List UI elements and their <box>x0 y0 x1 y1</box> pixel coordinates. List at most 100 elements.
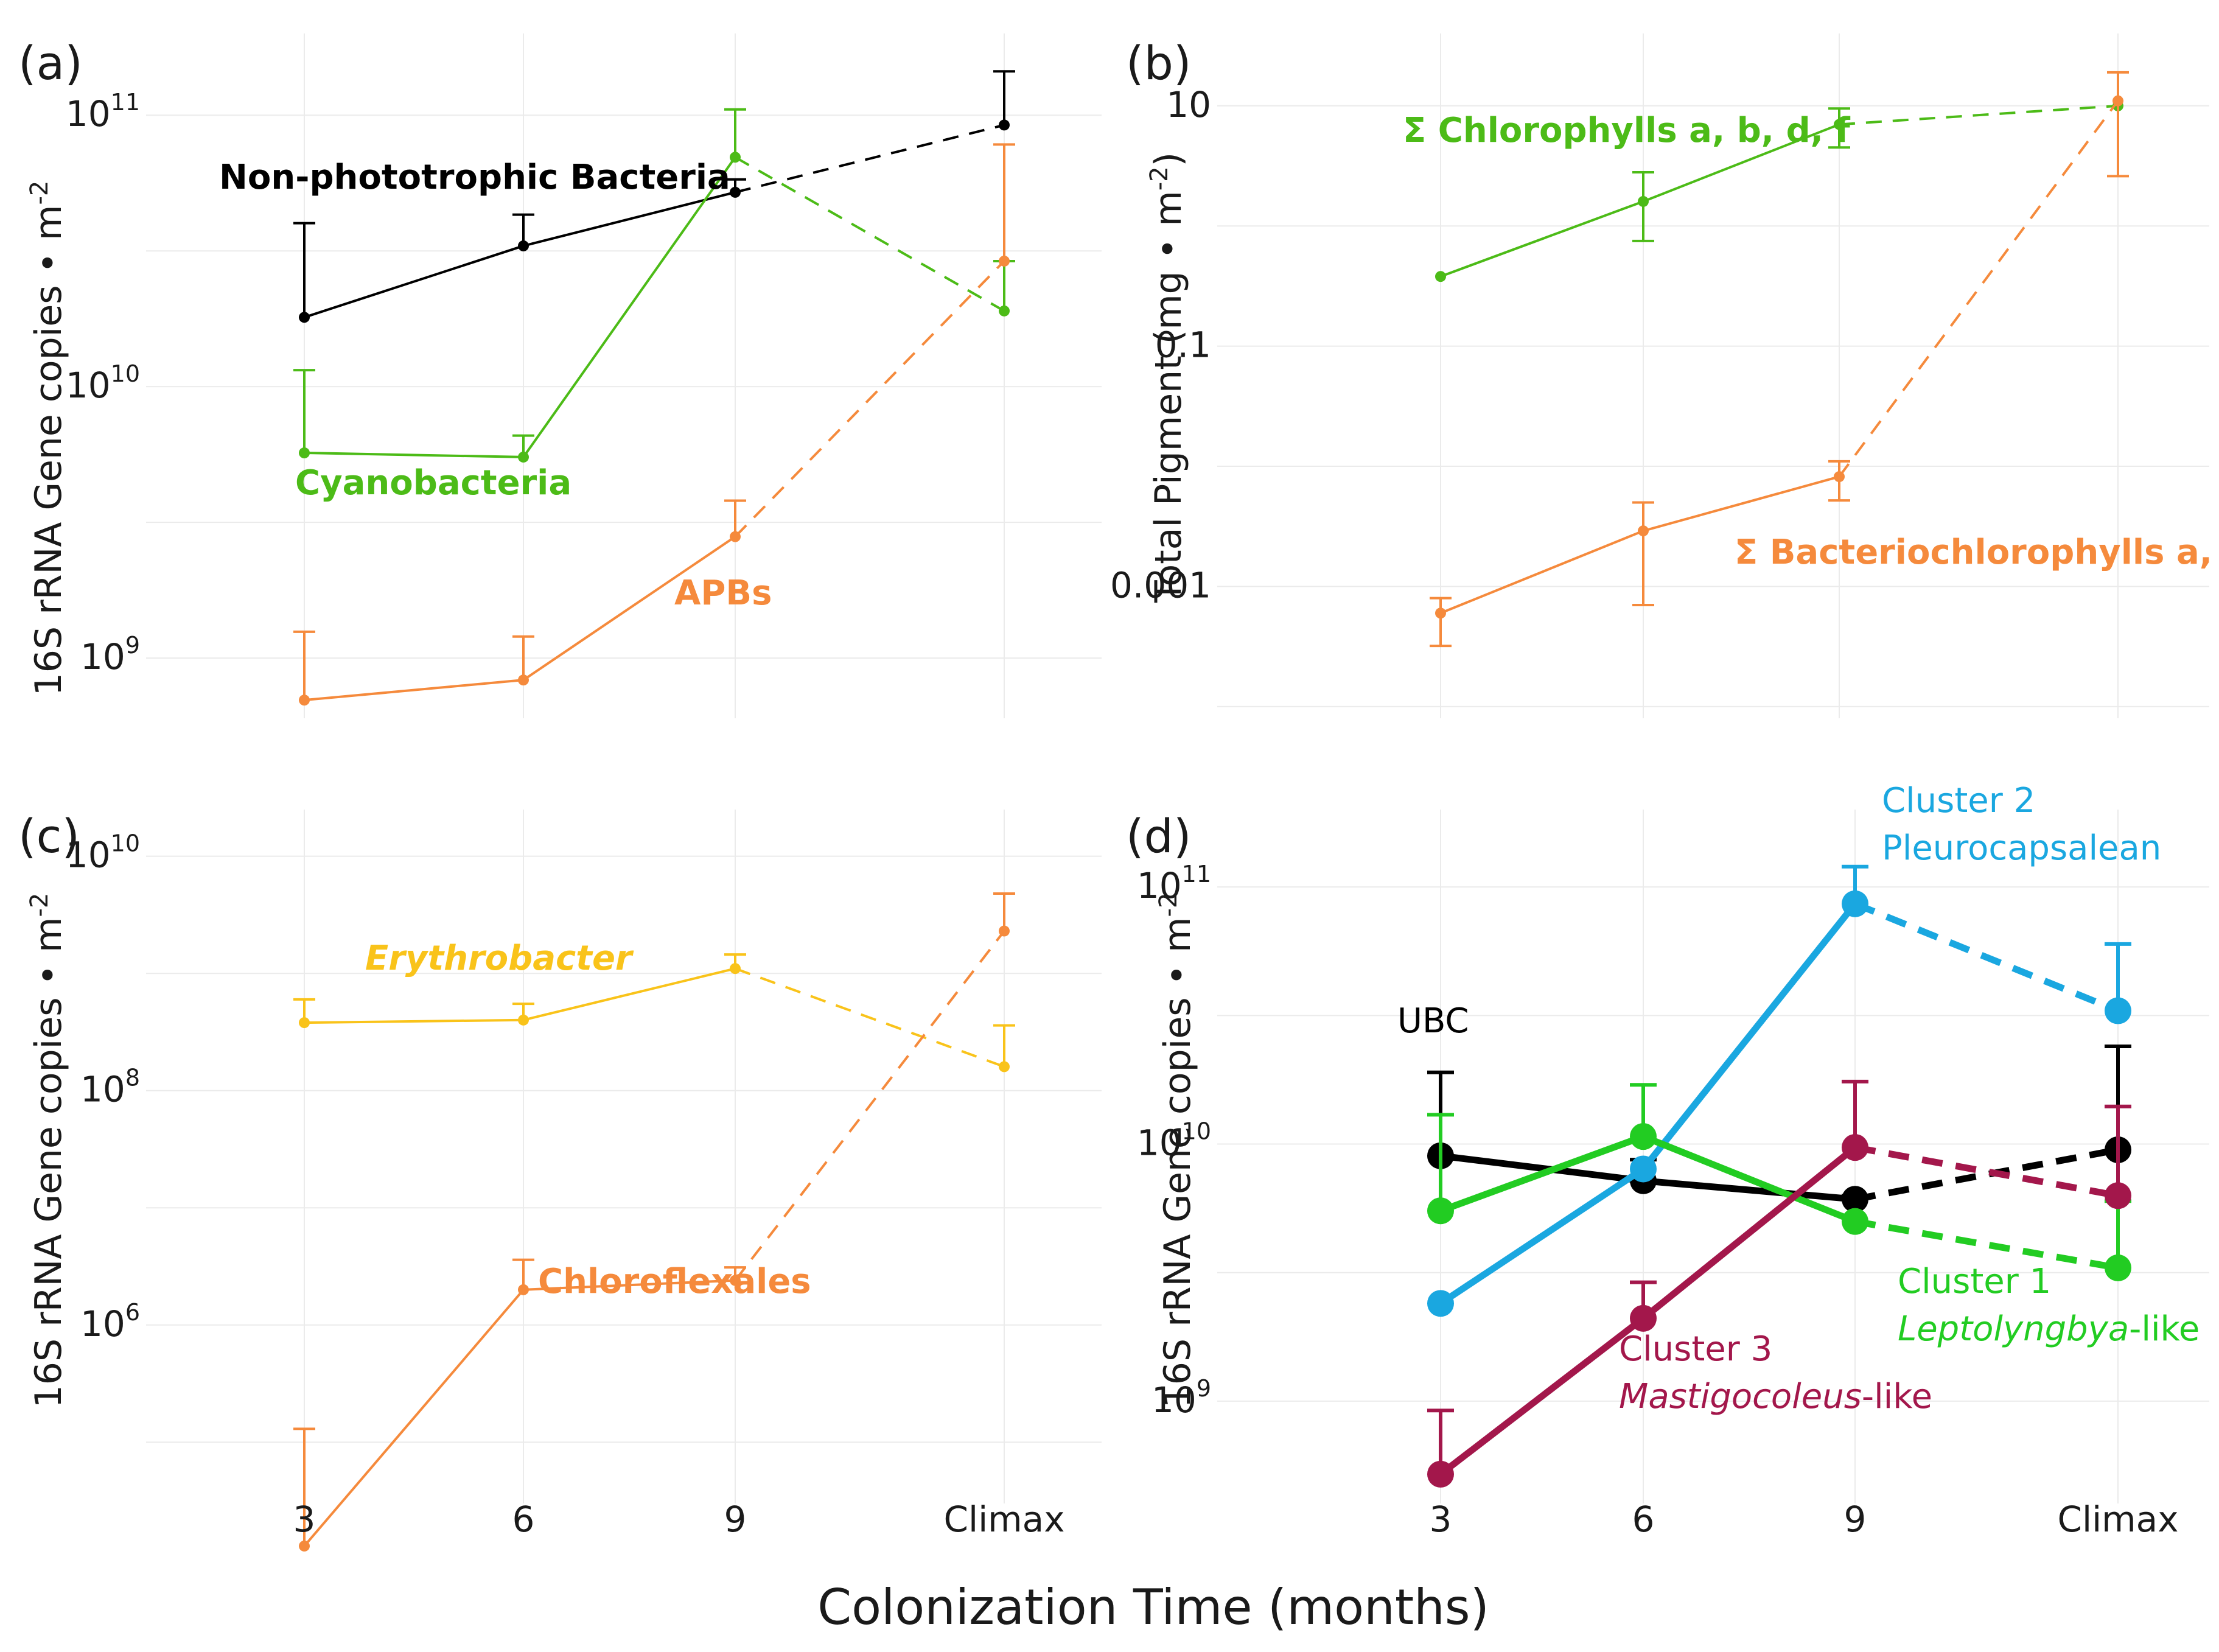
panel-d-cluster-1-leptolyngbya-like-series <box>1427 1083 2131 1281</box>
label-cluster2-line2: Pleurocapsalean <box>1882 828 2161 868</box>
panel-c-erythrobacter-point-2 <box>730 963 741 975</box>
panel-b-bacteriochlorophylls-a-c-point-3 <box>2112 95 2123 107</box>
panel-d-cluster-2-pleurocapsalean-series <box>1427 864 2131 1317</box>
panel-b-chlorophylls-a-b-d-f-point-1 <box>1638 195 1649 207</box>
panel-c-chloroflexales-point-3 <box>999 925 1010 937</box>
panel-c-plot: 106 108 1010 <box>66 810 1102 1552</box>
panel-b-y-axis-title: Total Pigment (mg • m-2) <box>1145 152 1190 603</box>
panel-b-chlorophylls-a-b-d-f-point-2 <box>1834 119 1845 130</box>
panel-a-y-tick-label-1: 1010 <box>66 360 140 406</box>
panel-c-erythrobacter-point-0 <box>299 1017 310 1029</box>
xticks-right-label-9: 9 <box>1844 1499 1867 1540</box>
panel-a-cyanobacteria-point-1 <box>518 451 529 463</box>
panel-letter-b: (b) <box>1126 36 1192 90</box>
panel-d-plot: 109 1010 1011 <box>1137 810 2209 1503</box>
label-bacteriochlorophylls: Σ Bacteriochlorophylls a, c <box>1735 533 2219 572</box>
label-chlorophylls: Σ Chlorophylls a, b, d, f <box>1403 111 1850 150</box>
label-non-phototrophic-bacteria: Non-phototrophic Bacteria <box>219 158 730 197</box>
xticks-left-label-climax: Climax <box>943 1499 1064 1540</box>
panel-letter-d: (d) <box>1126 809 1192 863</box>
panel-a-cyanobacteria-line-dashed <box>735 156 1005 312</box>
panel-d-cluster-3-mastigocoleus-like-point-3 <box>2105 1182 2131 1209</box>
panel-d-cluster-1-leptolyngbya-like-point-3 <box>2105 1254 2131 1281</box>
panel-c-y-tick-label-2: 1010 <box>66 830 140 876</box>
panel-d-cluster-3-mastigocoleus-like-series <box>1427 1079 2131 1488</box>
x-tick-labels-left: 3 6 9 Climax <box>293 1499 1065 1540</box>
panel-c-erythrobacter-series <box>293 953 1015 1073</box>
panel-d-cluster-1-leptolyngbya-like-point-2 <box>1842 1208 1868 1235</box>
x-tick-labels-right: 3 6 9 Climax <box>1430 1499 2179 1540</box>
panel-letter-a: (a) <box>18 36 83 90</box>
panel-c-erythrobacter-point-1 <box>518 1014 529 1026</box>
panel-c-erythrobacter-line-dashed <box>735 967 1005 1068</box>
xticks-right-label-6: 6 <box>1632 1499 1655 1540</box>
panel-c-chloroflexales-point-2 <box>730 1275 741 1286</box>
panel-b-bacteriochlorophylls-a-c-point-1 <box>1638 525 1649 537</box>
label-chloroflexales: Chloroflexales <box>538 1262 811 1301</box>
xticks-right-label-3: 3 <box>1430 1499 1452 1540</box>
panel-b-bacteriochlorophylls-a-c-point-0 <box>1435 607 1446 619</box>
panel-a-apbs-series <box>293 143 1015 706</box>
panel-b-bacteriochlorophylls-a-c-point-2 <box>1834 471 1845 483</box>
panel-c-y-tick-label-0: 106 <box>80 1299 140 1345</box>
panel-d-cluster-2-pleurocapsalean-point-3 <box>2105 997 2131 1024</box>
panel-d-y-tick-label-2: 1011 <box>1137 861 1211 906</box>
panel-a-y-tick-label-0: 109 <box>80 632 140 677</box>
panel-d-y-tick-label-0: 109 <box>1151 1375 1211 1421</box>
panel-b-plot: 0.001 0.1 10 <box>1110 33 2209 718</box>
xticks-right-label-climax: Climax <box>2057 1499 2178 1540</box>
panel-b-y-tick-label-1: 0.1 <box>1155 324 1211 366</box>
panel-a-apbs-point-0 <box>299 695 310 706</box>
label-ubc: UBC <box>1397 1001 1469 1041</box>
panel-c-erythrobacter-point-3 <box>999 1061 1010 1073</box>
panel-a-y-tick-label-2: 1011 <box>66 89 140 135</box>
panel-a-cyanobacteria-point-3 <box>999 305 1010 317</box>
panel-b-bacteriochlorophylls-a-c-series <box>1430 71 2129 648</box>
panel-a-cyanobacteria-point-2 <box>730 152 741 163</box>
xticks-left-label-9: 9 <box>724 1499 747 1540</box>
label-erythrobacter: Erythrobacter <box>365 939 634 978</box>
panel-a-apbs-point-3 <box>999 255 1010 267</box>
panel-d-y-tick-label-1: 1010 <box>1137 1118 1211 1164</box>
panel-a-non-phototrophic-bacteria-line-solid <box>304 191 736 319</box>
panel-a-non-phototrophic-bacteria-series <box>293 70 1015 323</box>
label-apbs: APBs <box>674 573 772 613</box>
panel-a-apbs-point-2 <box>730 531 741 542</box>
label-cluster3-line2: Mastigocoleus-like <box>1619 1377 1932 1416</box>
panel-a-apbs-line-solid <box>304 536 736 702</box>
label-cluster1-line2: Leptolyngbya-like <box>1898 1309 2200 1349</box>
xticks-left-label-3: 3 <box>293 1499 316 1540</box>
x-axis-title: Colonization Time (months) <box>817 1579 1489 1636</box>
panel-d-cluster-2-pleurocapsalean-line-dashed <box>1853 900 2120 1014</box>
panel-b-y-tick-label-2: 10 <box>1166 84 1211 125</box>
panel-a-cyanobacteria-point-0 <box>299 447 310 459</box>
panel-d-cluster-2-pleurocapsalean-point-1 <box>1630 1155 1657 1183</box>
panel-a-plot: 109 1010 1011 <box>66 33 1102 718</box>
panel-c-chloroflexales-line-dashed <box>734 930 1005 1281</box>
panel-b-bacteriochlorophylls-a-c-line-dashed <box>1838 100 2119 478</box>
panel-a-cyanobacteria-line-solid <box>304 156 736 458</box>
panel-b-y-tick-label-0: 0.001 <box>1110 564 1211 606</box>
label-cluster2-line1: Cluster 2 <box>1882 781 2035 821</box>
panel-a-y-axis-title: 16S rRNA Gene copies • m-2 <box>26 181 70 696</box>
panel-c-chloroflexales-point-1 <box>518 1284 529 1295</box>
panel-a-non-phototrophic-bacteria-point-2 <box>730 186 741 198</box>
panel-c-y-axis-title: 16S rRNA Gene copies • m-2 <box>26 893 70 1409</box>
panel-d-ubc-point-2 <box>1842 1186 1868 1213</box>
panel-d-cluster-1-leptolyngbya-like-point-0 <box>1427 1197 1454 1225</box>
panel-a-non-phototrophic-bacteria-point-3 <box>999 119 1010 131</box>
panel-d-cluster-2-pleurocapsalean-point-0 <box>1427 1290 1454 1317</box>
panel-a-apbs-point-1 <box>518 674 529 686</box>
panel-a-non-phototrophic-bacteria-point-1 <box>518 240 529 251</box>
panel-d-cluster-3-mastigocoleus-like-point-1 <box>1630 1304 1657 1332</box>
panel-a-non-phototrophic-bacteria-point-0 <box>299 312 310 323</box>
panel-a-non-phototrophic-bacteria-line-dashed <box>735 124 1005 194</box>
panel-a-cyanobacteria-series <box>293 108 1015 463</box>
panel-c-chloroflexales-series <box>293 892 1015 1552</box>
panel-d-cluster-3-mastigocoleus-like-line-dashed <box>1854 1144 2119 1199</box>
panel-c-y-tick-label-1: 108 <box>80 1065 140 1110</box>
label-cluster3-line1: Cluster 3 <box>1619 1329 1772 1369</box>
label-cyanobacteria: Cyanobacteria <box>295 463 571 503</box>
label-cluster1-line1: Cluster 1 <box>1898 1262 2051 1301</box>
